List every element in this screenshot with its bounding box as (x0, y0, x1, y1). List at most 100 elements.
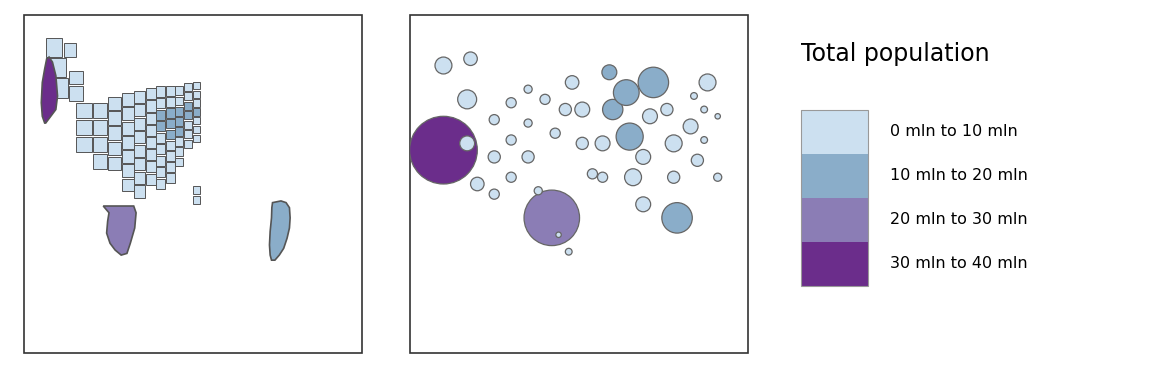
Circle shape (566, 76, 579, 89)
Bar (69, 71, 83, 84)
Circle shape (661, 103, 673, 116)
Bar (145, 113, 156, 124)
Circle shape (700, 106, 707, 113)
Bar (46, 38, 62, 57)
Circle shape (575, 102, 590, 117)
Circle shape (524, 190, 579, 245)
Bar (122, 178, 134, 191)
Circle shape (713, 173, 722, 181)
Bar (145, 100, 156, 112)
Bar (46, 58, 66, 77)
Bar (76, 103, 92, 118)
Bar (802, 198, 867, 241)
Bar (122, 150, 134, 163)
Bar (156, 86, 165, 97)
Bar (156, 156, 165, 166)
Circle shape (566, 248, 573, 255)
Bar (145, 88, 156, 99)
Bar (166, 152, 175, 161)
Bar (135, 104, 145, 116)
Bar (135, 145, 145, 157)
Bar (184, 92, 192, 100)
Circle shape (559, 103, 571, 116)
Bar (145, 125, 156, 136)
Circle shape (490, 114, 499, 125)
Bar (76, 120, 92, 135)
Bar (166, 173, 175, 183)
Circle shape (576, 137, 589, 149)
Bar (175, 127, 183, 136)
Bar (175, 107, 183, 116)
Bar (108, 157, 121, 170)
Bar (145, 137, 156, 148)
Circle shape (490, 189, 499, 199)
Circle shape (613, 80, 639, 106)
Bar (93, 120, 107, 135)
Bar (175, 86, 183, 95)
Text: 30 mln to 40 mln: 30 mln to 40 mln (889, 256, 1028, 271)
Bar (194, 99, 199, 107)
Bar (802, 241, 867, 286)
Circle shape (506, 172, 516, 182)
Text: 10 mln to 20 mln: 10 mln to 20 mln (889, 168, 1028, 183)
Polygon shape (104, 206, 136, 255)
Bar (184, 111, 192, 119)
Bar (194, 117, 199, 124)
Circle shape (470, 177, 484, 191)
Circle shape (540, 94, 551, 105)
Circle shape (598, 172, 607, 182)
Bar (802, 110, 867, 153)
Bar (194, 186, 200, 194)
Bar (184, 102, 192, 110)
Bar (194, 196, 200, 204)
Bar (194, 135, 199, 142)
Circle shape (506, 135, 516, 145)
Bar (175, 97, 183, 106)
Bar (108, 127, 121, 140)
Circle shape (636, 149, 651, 164)
Circle shape (524, 119, 532, 127)
Bar (166, 130, 175, 139)
Circle shape (460, 136, 475, 151)
Circle shape (624, 169, 642, 186)
Circle shape (662, 203, 692, 233)
Circle shape (435, 57, 452, 74)
Bar (145, 173, 156, 185)
Text: Total population: Total population (802, 42, 990, 66)
Polygon shape (41, 57, 58, 123)
Bar (46, 78, 68, 98)
Bar (108, 142, 121, 155)
Bar (184, 121, 192, 129)
Circle shape (636, 197, 651, 212)
Bar (156, 178, 165, 189)
Bar (145, 161, 156, 173)
Bar (156, 98, 165, 108)
Bar (69, 86, 83, 101)
Bar (122, 136, 134, 149)
Circle shape (602, 99, 623, 120)
Bar (108, 97, 121, 110)
Bar (184, 139, 192, 148)
Bar (108, 111, 121, 125)
Circle shape (638, 67, 668, 98)
Bar (135, 131, 145, 144)
Circle shape (551, 128, 560, 138)
Bar (175, 148, 183, 156)
Bar (122, 122, 134, 135)
Circle shape (535, 187, 543, 195)
Circle shape (488, 151, 500, 163)
Circle shape (464, 52, 477, 66)
Bar (156, 144, 165, 154)
Bar (156, 132, 165, 143)
Circle shape (457, 90, 477, 109)
Circle shape (691, 154, 704, 166)
Bar (122, 93, 134, 106)
Bar (166, 162, 175, 172)
Circle shape (410, 116, 477, 184)
Bar (175, 117, 183, 126)
Bar (802, 153, 867, 198)
Text: 0 mln to 10 mln: 0 mln to 10 mln (889, 124, 1017, 139)
Bar (166, 119, 175, 128)
Bar (93, 137, 107, 152)
Circle shape (588, 169, 598, 179)
